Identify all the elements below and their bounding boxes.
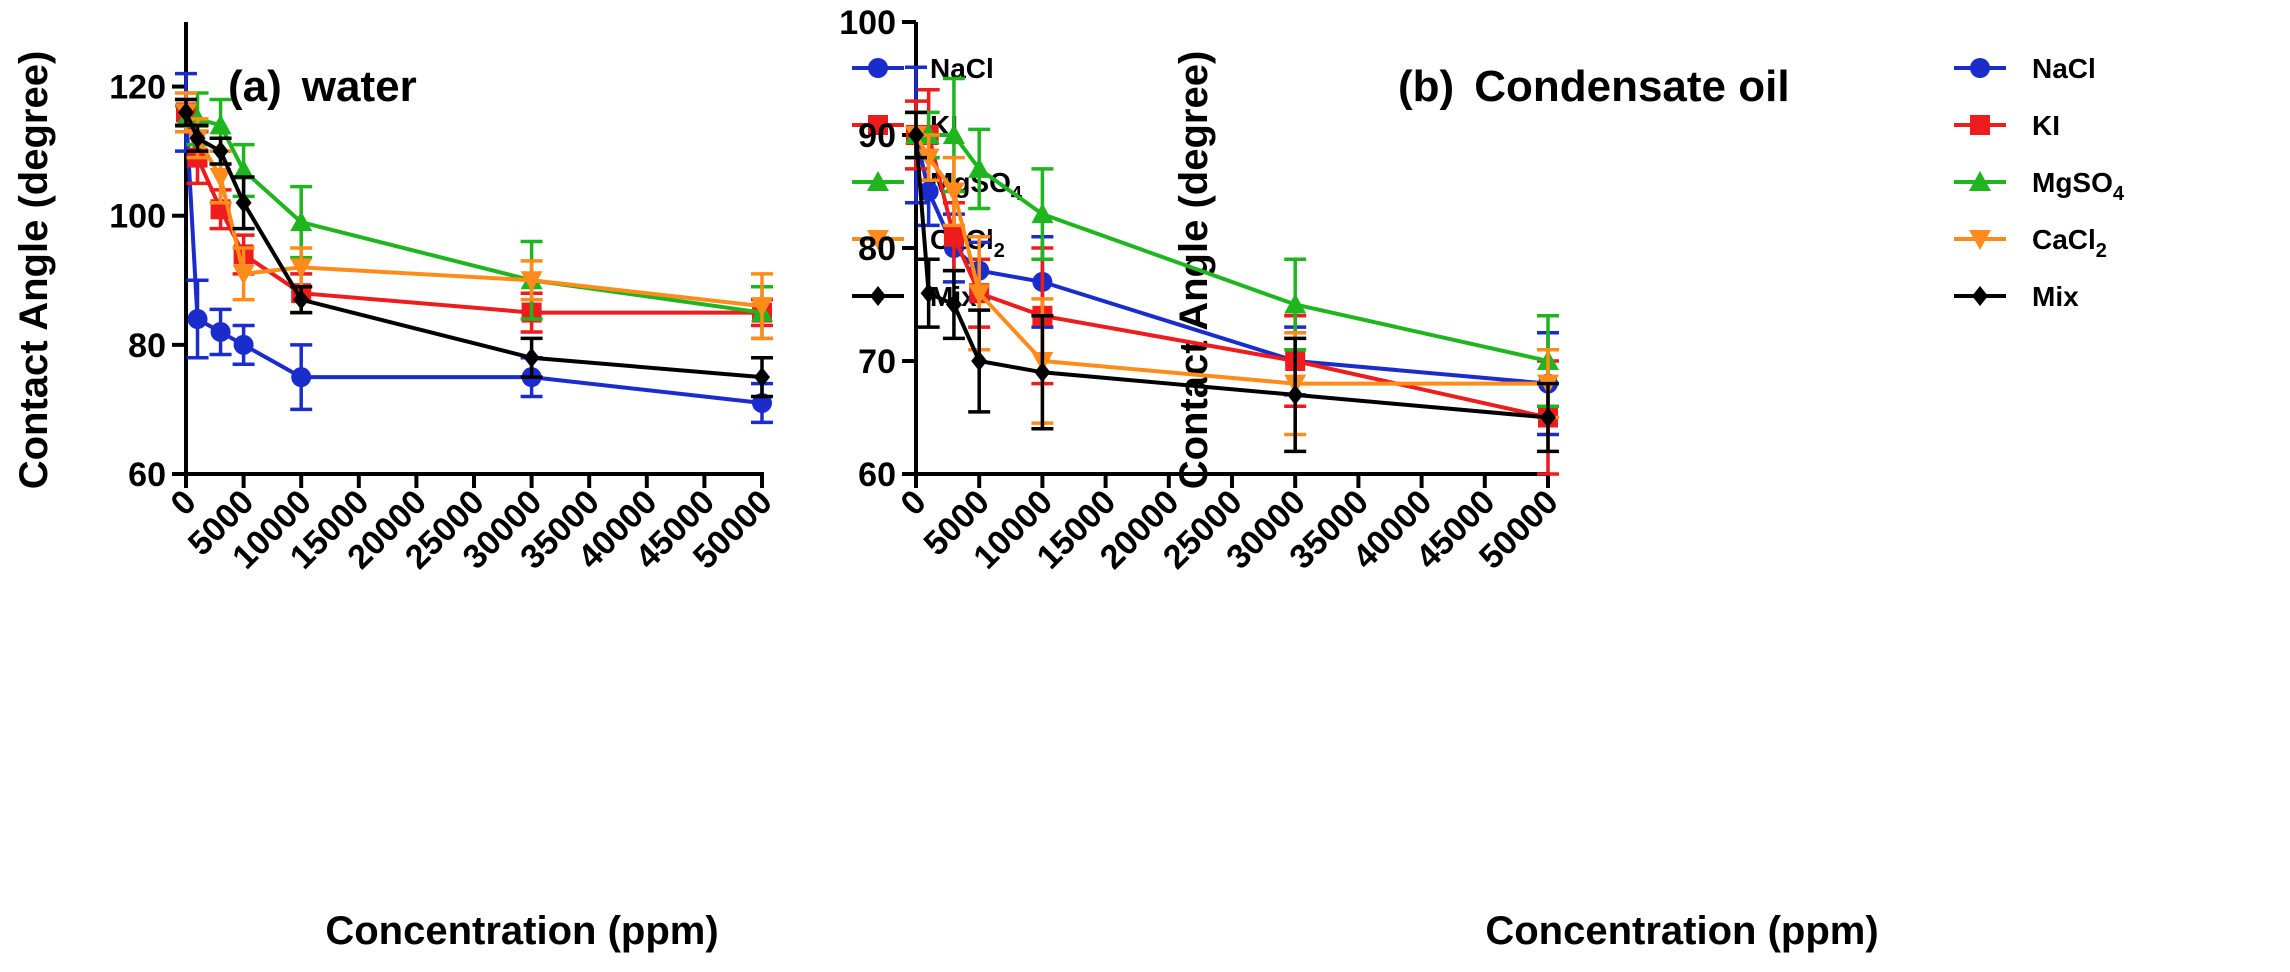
panel-b-y-tick-label: 60 <box>858 456 896 494</box>
panel-a-series-mgso4 <box>175 91 773 341</box>
panel-a-y-tick-label: 60 <box>128 456 166 494</box>
panel-b-mix-point <box>1287 384 1304 405</box>
panel-a-mix-point <box>178 102 194 123</box>
panel-a-y-tick-label: 120 <box>109 69 166 107</box>
panel-a-legend-marker <box>867 230 889 250</box>
panel-b-legend-marker <box>1969 171 1991 191</box>
panel-b-legend-label-main: NaCl <box>2032 53 2096 84</box>
panel-b-nacl-point <box>918 181 939 202</box>
panel-a-mix-point <box>212 141 229 162</box>
panel-a-nacl-point <box>210 321 231 342</box>
panel-b-mgso4-point <box>1284 293 1307 314</box>
panel-b-legend-item-mgso4: MgSO4 <box>1954 167 2125 205</box>
panel-a-series-mix <box>175 97 773 399</box>
panel-b-legend-label: CaCl2 <box>2032 224 2107 262</box>
panel-a-nacl-point <box>187 309 208 330</box>
panel-a-mix-point <box>293 289 310 310</box>
panel-b-chart: (b) Condensate oil Concentration (ppm) Co… <box>839 4 2125 953</box>
panel-a-cacl2-point <box>290 258 313 279</box>
panel-b-y-tick-label: 70 <box>858 343 896 381</box>
panel-a-cacl2-point <box>232 264 255 285</box>
panel-b-cacl2-point <box>917 148 940 169</box>
panel-b-mgso4-point <box>968 157 991 178</box>
panel-a-mgso4-point <box>209 114 232 135</box>
panel-a-mix-line <box>184 111 763 380</box>
panel-a-mgso4-point <box>290 211 313 232</box>
panel-b-legend-item-mix: Mix <box>1954 281 2079 312</box>
panel-a-mix-point <box>189 128 206 149</box>
panel-b-title: (b) Condensate oil <box>1398 62 1790 111</box>
panel-a-y-tick-label: 80 <box>128 327 166 365</box>
panel-a-ki-line <box>184 111 762 315</box>
panel-b-legend-label-main: KI <box>2032 110 2060 141</box>
panel-b-legend-item-ki: KI <box>1954 110 2060 141</box>
panel-a-y-tick-label: 100 <box>109 198 166 236</box>
panel-b-legend-marker <box>1970 58 1990 78</box>
panel-b-legend-item-nacl: NaCl <box>1954 53 2096 84</box>
panel-b-legend-label-main: Mix <box>2032 281 2079 312</box>
panel-a-y-axis-title: Contact Angle (degree) <box>12 51 56 490</box>
panel-a-cacl2-point <box>520 271 543 292</box>
panel-b-legend-label-sub: 4 <box>2113 183 2125 205</box>
panel-b-legend-label-main: MgSO <box>2032 167 2113 198</box>
panel-b-y-tick-label: 100 <box>839 4 896 42</box>
panel-a-nacl-line <box>184 112 763 405</box>
panel-a-nacl-point <box>291 367 312 388</box>
panel-b-legend-label: KI <box>2032 110 2060 141</box>
panel-a-legend-label-sub: 2 <box>994 240 1005 262</box>
panel-b-legend-label: NaCl <box>2032 53 2096 84</box>
panel-b-ki-point <box>943 226 964 247</box>
panel-a-mix-point <box>235 192 252 213</box>
panel-a-mgso4-point <box>232 159 255 180</box>
panel-b-x-axis-title: Concentration (ppm) <box>1485 909 1878 953</box>
panel-a-legend-marker <box>868 58 888 78</box>
panel-b-mix-point <box>908 125 924 145</box>
panel-b-series-mix <box>905 110 1559 454</box>
panel-b-legend-label-main: CaCl <box>2032 224 2096 255</box>
panel-b-legend-label: Mix <box>2032 281 2079 312</box>
panel-a-x-axis-title: Concentration (ppm) <box>325 909 718 953</box>
panel-b-y-tick-label: 80 <box>858 230 896 268</box>
panel-b-legend-label-sub: 2 <box>2096 240 2107 262</box>
panel-a-legend-marker <box>868 115 888 135</box>
panel-b-mix-point <box>1034 362 1051 383</box>
panel-a-mix-point <box>754 367 770 388</box>
panel-b-cacl2-point <box>968 284 991 305</box>
panel-a-cacl2-point <box>751 297 773 318</box>
panel-b-mgso4-point <box>1031 203 1054 224</box>
panel-b-legend: NaCl KI MgSO4 CaCl2 Mix <box>1954 53 2125 312</box>
panel-a-mix-point <box>523 347 540 368</box>
panel-b-legend-label: MgSO4 <box>2032 167 2125 205</box>
panel-b-legend-marker <box>1969 230 1991 250</box>
panel-b-legend-marker <box>1972 286 1988 306</box>
panel-a-x-tick-label: 0 <box>163 483 203 523</box>
panel-a-cacl2-point <box>209 167 232 188</box>
panel-a-legend-marker <box>870 286 886 306</box>
panel-b-mix-point <box>971 351 988 371</box>
panel-b-mix-point <box>920 283 937 304</box>
panel-a-mgso4-line <box>186 116 763 315</box>
panel-b-mix-point <box>945 294 962 315</box>
panel-a-legend-marker <box>867 171 889 191</box>
panel-b-x-tick-label: 0 <box>893 483 933 523</box>
panel-b-legend-marker <box>1970 115 1990 135</box>
panel-b-mix-point <box>1540 407 1556 428</box>
panel-b-mgso4-point <box>942 124 965 144</box>
panel-b-cacl2-point <box>942 182 965 203</box>
panel-a-nacl-point <box>233 334 254 355</box>
panel-a-title: (a) water <box>228 62 417 111</box>
panel-b-y-tick-label: 90 <box>858 117 896 155</box>
panel-b-legend-item-cacl2: CaCl2 <box>1954 224 2107 262</box>
panel-a-cacl2-line <box>184 111 763 309</box>
